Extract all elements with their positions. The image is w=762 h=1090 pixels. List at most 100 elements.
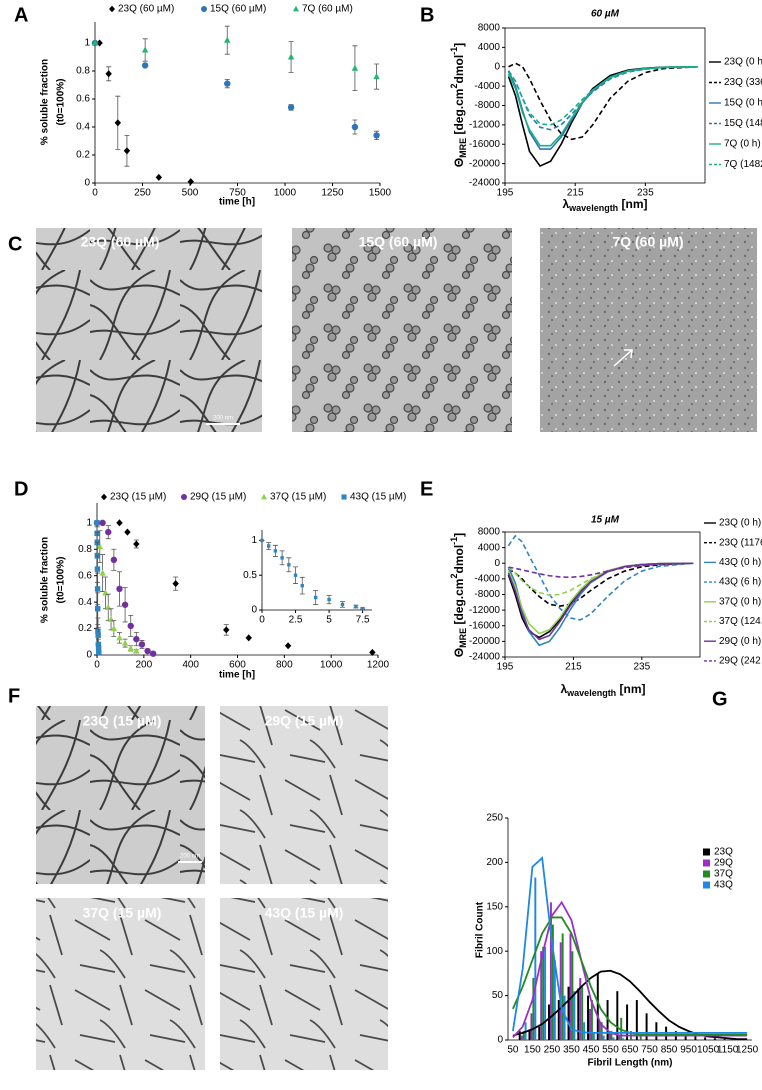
axis-label-part: dmol xyxy=(452,55,466,84)
panel-letter: C xyxy=(8,233,22,255)
marker xyxy=(287,563,291,567)
marker xyxy=(99,519,106,527)
marker xyxy=(360,606,365,611)
bar xyxy=(610,1031,613,1040)
bar xyxy=(612,1037,615,1040)
bar xyxy=(573,991,576,1040)
marker xyxy=(121,639,129,646)
axis-label-part: Θ xyxy=(452,158,466,167)
axis-label-part: 2 xyxy=(449,573,459,578)
bar xyxy=(559,942,562,1040)
marker xyxy=(94,566,101,572)
scale-bar-label: 200 nm xyxy=(180,854,200,860)
marker xyxy=(133,635,140,643)
y-tick-label: 0.8 xyxy=(78,544,92,555)
x-tick-label: 5 xyxy=(326,615,332,626)
x-tick-label: 800 xyxy=(276,660,293,671)
axis-label-part: 2 xyxy=(449,83,459,88)
y-tick-label: 250 xyxy=(486,813,503,824)
marker xyxy=(99,569,106,576)
y-tick-label: -12000 xyxy=(469,120,501,131)
bar xyxy=(631,1039,634,1040)
bar xyxy=(520,1035,523,1040)
panel-letter: A xyxy=(14,4,28,26)
y-tick-label: 0 xyxy=(497,1035,503,1046)
legend-swatch xyxy=(703,848,710,856)
marker xyxy=(94,586,101,592)
axis-label: λwavelength [nm] xyxy=(560,682,645,698)
marker xyxy=(96,649,102,656)
arrow xyxy=(613,349,633,367)
axis-label: Fibril Length (nm) xyxy=(588,1058,673,1069)
marker xyxy=(351,123,359,131)
x-tick-label: 2.5 xyxy=(289,615,303,626)
marker xyxy=(373,132,380,139)
marker xyxy=(91,39,99,46)
micrograph-label: 23Q (15 µM) xyxy=(83,713,162,729)
x-tick-label: 200 xyxy=(135,660,152,671)
x-tick-label: 950 xyxy=(680,1045,697,1056)
marker xyxy=(223,626,230,634)
bar xyxy=(602,1035,605,1040)
marker xyxy=(95,645,102,652)
axis-label: % soluble fraction xyxy=(40,537,51,623)
legend-label: 7Q (1482 h) xyxy=(724,159,762,170)
axis-label: Fibril Count xyxy=(475,901,486,958)
legend-label: 23Q (336 h) xyxy=(724,77,762,88)
micrograph-label: 15Q (60 µM) xyxy=(359,234,438,250)
x-tick-label: 235 xyxy=(633,662,650,673)
line xyxy=(507,534,694,621)
y-tick-label: -20000 xyxy=(469,636,501,647)
y-tick-label: -24000 xyxy=(469,178,501,189)
x-tick-label: 150 xyxy=(524,1045,541,1056)
bar xyxy=(583,1022,586,1040)
y-tick-label: 1 xyxy=(251,535,257,546)
marker xyxy=(354,604,358,609)
x-tick-label: 1000 xyxy=(274,188,297,199)
micrograph xyxy=(36,898,205,1070)
x-tick-label: 0 xyxy=(259,615,265,626)
marker xyxy=(155,173,163,181)
x-tick-label: 750 xyxy=(641,1045,658,1056)
micrograph-label: 43Q (15 µM) xyxy=(265,905,344,921)
marker xyxy=(340,602,345,607)
marker xyxy=(141,62,149,69)
marker xyxy=(287,53,295,60)
legend-label: 37Q (0 h) xyxy=(719,596,761,607)
x-tick-label: 1000 xyxy=(320,660,343,671)
axis-label: (t0=100%) xyxy=(56,557,67,604)
fit-curve xyxy=(511,856,748,1034)
line xyxy=(507,65,698,150)
bar xyxy=(606,1000,609,1040)
x-tick-label: 195 xyxy=(497,188,514,199)
axis-label-part: -1 xyxy=(449,47,459,55)
marker xyxy=(224,36,231,43)
bar xyxy=(522,1031,525,1040)
marker xyxy=(369,648,376,656)
marker xyxy=(121,601,129,608)
y-tick-label: 0 xyxy=(86,650,92,661)
micrograph-label: 37Q (15 µM) xyxy=(83,905,162,921)
line xyxy=(507,65,698,147)
x-tick-label: 750 xyxy=(229,188,246,199)
bar xyxy=(549,902,552,1040)
marker xyxy=(172,580,179,588)
micrograph-label: 23Q (60 µM) xyxy=(81,234,160,250)
axis-label-part: wavelength xyxy=(566,688,616,698)
legend-label: 29Q xyxy=(714,858,733,869)
legend-label: 23Q (15 µM) xyxy=(110,492,166,503)
legend-label: 23Q xyxy=(714,847,733,858)
panel-letter: E xyxy=(420,478,433,500)
axis-label: time [h] xyxy=(219,197,255,208)
axis-label: (t0=100%) xyxy=(56,79,67,126)
line xyxy=(507,65,699,126)
y-tick-label: -24000 xyxy=(469,652,501,663)
legend-label: 7Q (0 h) xyxy=(724,139,761,150)
y-tick-label: 0.4 xyxy=(76,122,90,133)
bar xyxy=(563,995,566,1040)
y-tick-label: 8000 xyxy=(478,527,501,538)
line xyxy=(507,562,694,597)
legend-label: 23Q (60 µM) xyxy=(118,4,174,15)
legend-swatch xyxy=(703,881,710,889)
